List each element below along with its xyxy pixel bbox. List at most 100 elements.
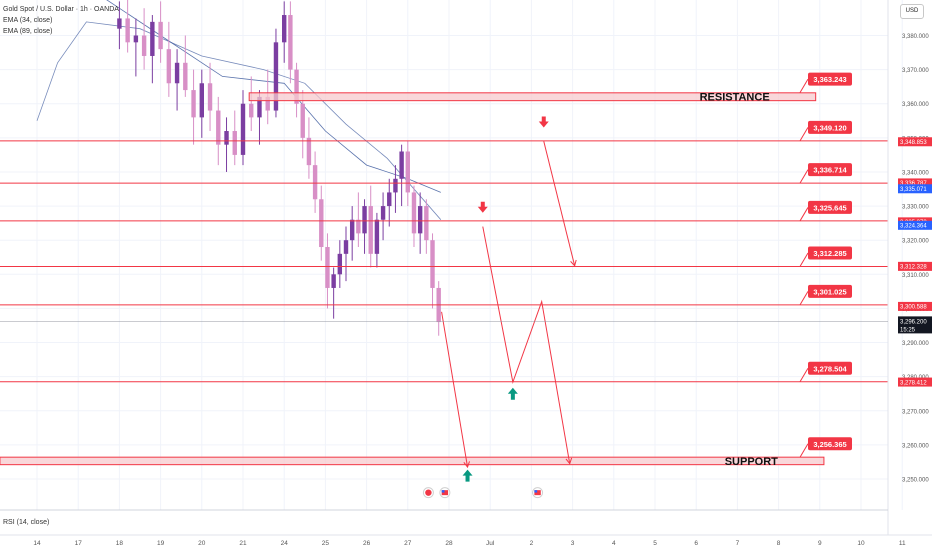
candle-body xyxy=(216,110,221,145)
price-tick-label: 3,380.000 xyxy=(902,34,929,40)
candle-body xyxy=(393,178,398,193)
ema-34-label[interactable]: EMA (34, close) xyxy=(3,17,53,24)
candle-body xyxy=(273,42,279,111)
candle-body xyxy=(294,69,299,104)
candle-body xyxy=(141,35,147,56)
time-tick-label: 4 xyxy=(612,540,616,547)
time-tick-label: 28 xyxy=(445,540,453,547)
level-tag-connector xyxy=(799,252,809,267)
level-tag-box xyxy=(808,120,852,134)
level-tag-box xyxy=(808,163,852,177)
axis-price-tag xyxy=(898,301,932,311)
rsi-pane-label[interactable]: RSI (14, close) xyxy=(3,519,50,526)
time-tick-label: 25 xyxy=(322,540,330,547)
price-tick-label: 3,250.000 xyxy=(902,478,929,484)
candle-body xyxy=(125,18,130,43)
zone-label-resistance: RESISTANCE xyxy=(700,92,770,104)
projection-line xyxy=(441,311,469,468)
down-arrow-icon xyxy=(538,116,549,128)
candle-body xyxy=(399,151,404,179)
axis-price-tag-text: 3,324.364 xyxy=(900,224,927,230)
candle-body xyxy=(312,165,318,200)
projection-arrowhead xyxy=(570,259,577,267)
candle-body xyxy=(424,206,429,241)
time-tick-label: 14 xyxy=(33,540,41,547)
candle-body xyxy=(387,192,392,207)
event-markers xyxy=(422,487,544,499)
time-tick-label: 2 xyxy=(530,540,534,547)
candle-body xyxy=(265,96,270,111)
projection-arrowhead xyxy=(565,457,573,465)
level-tag-text: 3,301.025 xyxy=(813,287,846,296)
level-tag-box xyxy=(808,246,852,260)
level-tag-connector xyxy=(799,78,809,93)
candle-body xyxy=(349,219,355,241)
down-arrow-icon xyxy=(477,201,488,213)
currency-button[interactable]: USD xyxy=(900,4,924,19)
ema-89-label[interactable]: EMA (89, close) xyxy=(3,28,53,35)
candle-body xyxy=(306,137,312,166)
time-tick-label: 17 xyxy=(75,540,83,547)
candle-body xyxy=(232,131,237,155)
candle-body xyxy=(417,206,423,234)
price-tick-label: 3,320.000 xyxy=(902,239,929,245)
dividend-icon-dot xyxy=(425,489,432,496)
price-tick-label: 3,290.000 xyxy=(902,341,929,347)
axis-price-tag xyxy=(898,137,932,147)
level-tag-connector xyxy=(799,291,809,306)
price-tick-label: 3,370.000 xyxy=(902,68,929,74)
level-tag-box xyxy=(808,284,852,298)
level-tag-connector xyxy=(799,368,809,383)
candle-body xyxy=(240,103,246,155)
candle-body xyxy=(207,83,213,111)
us-flag-canton xyxy=(534,490,538,493)
level-tag-box xyxy=(808,361,852,375)
time-tick-label: 21 xyxy=(239,540,247,547)
time-tick-label: 8 xyxy=(777,540,781,547)
zones: RESISTANCE SUPPORT xyxy=(0,92,825,468)
symbol-title[interactable]: Gold Spot / U.S. Dollar · 1h · OANDA xyxy=(3,6,119,13)
axis-price-tag-text: 3,348.853 xyxy=(900,140,927,146)
time-tick-label: 5 xyxy=(653,540,657,547)
chart-grid xyxy=(0,0,903,510)
axis-price-tag-text: 3,300.588 xyxy=(900,305,927,311)
candles xyxy=(117,0,441,336)
zone-support xyxy=(0,456,825,466)
candle-body xyxy=(199,83,204,118)
zone-tag-box xyxy=(808,72,852,86)
candle-body xyxy=(150,21,155,56)
axis-price-tag xyxy=(898,261,932,271)
candle-body xyxy=(337,253,343,275)
projection-arrowhead xyxy=(463,461,470,469)
axis-price-tag-text: 3,335.071 xyxy=(900,187,927,193)
us-flag-canton xyxy=(441,490,445,493)
level-tag-connector xyxy=(799,207,809,222)
candle-body xyxy=(319,199,324,248)
time-tick-label: 9 xyxy=(818,540,822,547)
up-arrow-icon xyxy=(507,387,518,400)
last-price-tag xyxy=(898,316,932,334)
price-tick-label: 3,340.000 xyxy=(902,170,929,176)
last-price-text: 3,296.200 xyxy=(900,319,927,325)
us-flag-stripes xyxy=(441,490,449,496)
candle-body xyxy=(356,219,361,234)
projection-line xyxy=(482,226,571,464)
candle-body xyxy=(343,240,349,254)
candle-body xyxy=(282,15,287,43)
ema-89-line xyxy=(36,21,442,220)
countdown-text: 15:25 xyxy=(900,327,916,333)
time-tick-label: 18 xyxy=(116,540,124,547)
axis-price-tag-text: 3,336.787 xyxy=(900,181,927,187)
candle-body xyxy=(257,96,262,118)
time-tick-label: 3 xyxy=(571,540,575,547)
candle-body xyxy=(368,206,373,254)
time-tick-label: 27 xyxy=(404,540,412,547)
time-tick-label: 6 xyxy=(694,540,698,547)
axis-price-tag xyxy=(898,377,932,387)
level-tag-text: 3,349.120 xyxy=(813,123,846,132)
price-tick-label: 3,360.000 xyxy=(902,102,929,108)
zone-label-support: SUPPORT xyxy=(725,456,778,468)
candle-body xyxy=(380,206,386,220)
level-lines: 3,349.120 3,336.714 3,325.645 3,312.285 3,30… xyxy=(0,72,888,458)
